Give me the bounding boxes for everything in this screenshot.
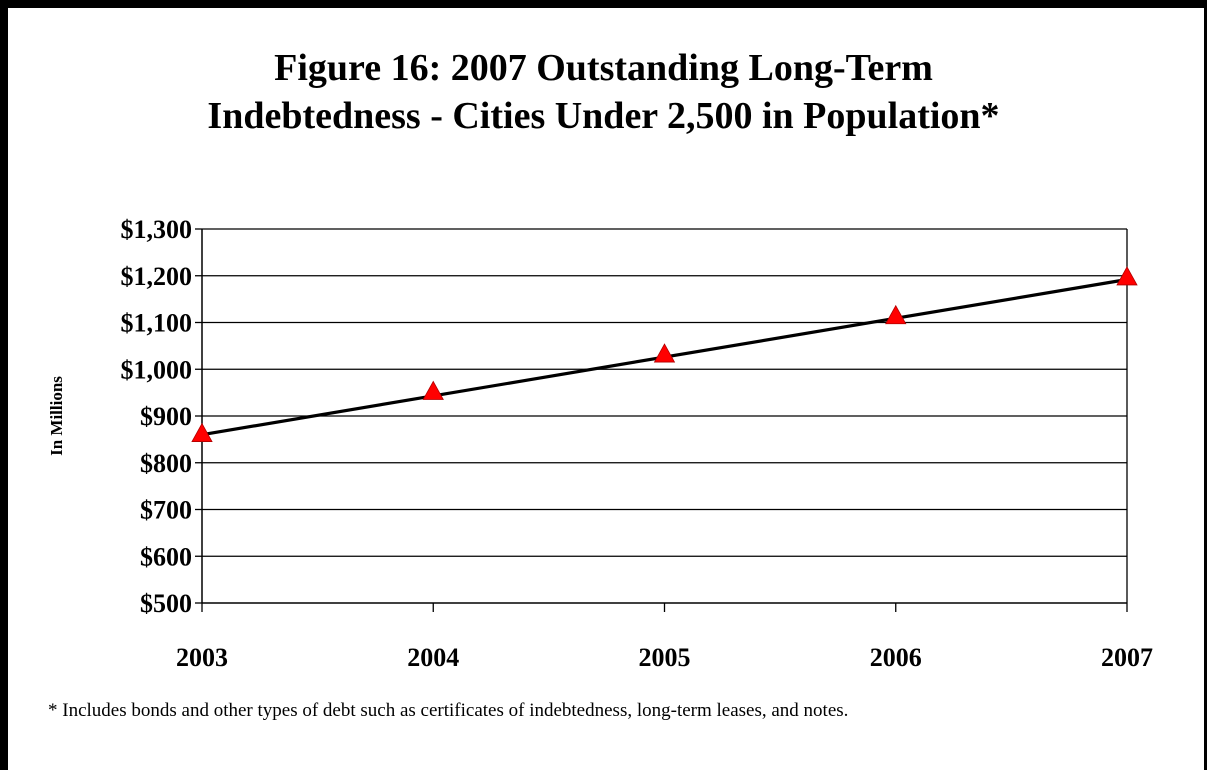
x-tick-label: 2003	[176, 643, 228, 672]
gridlines	[202, 228, 1127, 557]
x-tick-label: 2007	[1101, 643, 1153, 672]
title-line-1: Figure 16: 2007 Outstanding Long-Term	[274, 47, 933, 89]
footnote: * Includes bonds and other types of debt…	[48, 700, 849, 721]
data-point-marker	[191, 422, 213, 442]
title-line-2: Indebtedness - Cities Under 2,500 in Pop…	[207, 95, 1000, 137]
data-point-marker	[422, 380, 444, 400]
y-tick-label: $1,100	[121, 309, 193, 338]
x-tick-label: 2004	[407, 643, 459, 672]
axes	[195, 228, 1128, 612]
y-axis-label: In Millions	[47, 376, 66, 456]
y-tick-label: $600	[140, 542, 192, 571]
y-tick-label: $1,200	[121, 262, 193, 291]
y-tick-labels: $500 $600 $700 $800 $900 $1,000 $1,100 $1,200 $1…	[121, 215, 193, 618]
y-tick-label: $1,000	[121, 355, 193, 384]
data-point-marker	[653, 343, 676, 363]
y-tick-label: $1,300	[121, 215, 193, 244]
data-point-marker	[885, 304, 907, 325]
y-tick-label: $700	[140, 496, 192, 525]
data-point-marker	[1116, 266, 1138, 286]
y-tick-label: $800	[140, 449, 192, 478]
chart-title: Figure 16: 2007 Outstanding Long-Term In…	[0, 44, 1207, 140]
y-tick-label: $500	[140, 589, 192, 618]
y-tick-label: $900	[140, 402, 192, 431]
data-markers	[191, 266, 1138, 442]
x-tick-label: 2006	[870, 643, 922, 672]
x-tick-labels: 2003 2004 2005 2006 2007	[176, 643, 1153, 672]
x-tick-label: 2005	[639, 643, 691, 672]
